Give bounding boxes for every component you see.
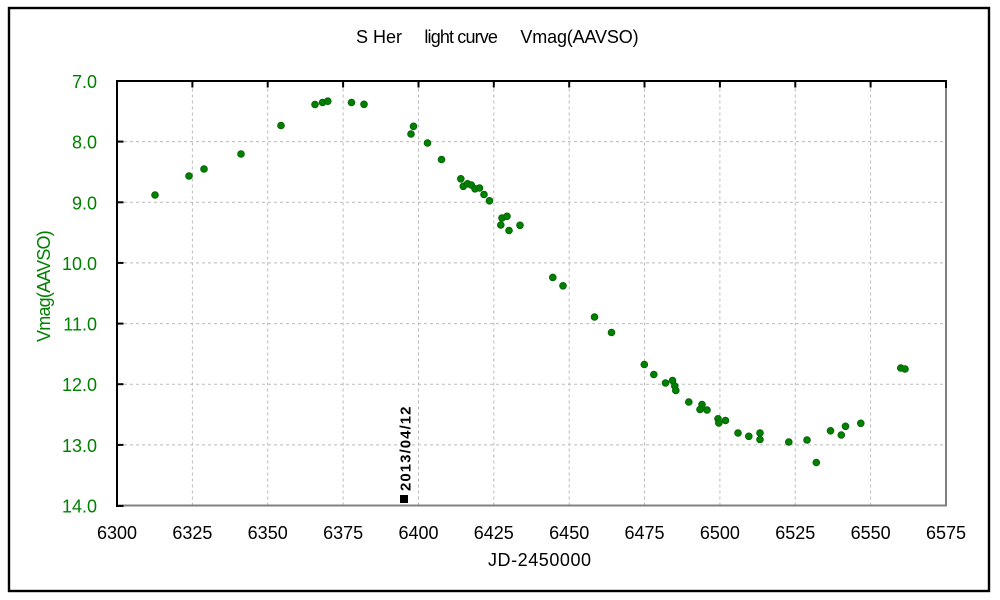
svg-text:6500: 6500 [700,523,740,543]
svg-text:6475: 6475 [624,523,664,543]
svg-text:6325: 6325 [172,523,212,543]
svg-text:8.0: 8.0 [72,133,97,153]
svg-text:10.0: 10.0 [62,254,97,274]
svg-text:6450: 6450 [549,523,589,543]
svg-text:9.0: 9.0 [72,193,97,213]
svg-text:Vmag(AAVSO): Vmag(AAVSO) [34,231,54,342]
svg-text:11.0: 11.0 [63,315,97,335]
svg-text:6525: 6525 [775,523,815,543]
svg-text:2013/04/12: 2013/04/12 [398,405,415,491]
svg-text:6575: 6575 [926,523,966,543]
svg-text:Vmag(AAVSO): Vmag(AAVSO) [520,27,638,47]
svg-text:13.0: 13.0 [62,436,97,456]
svg-text:7.0: 7.0 [72,72,97,92]
svg-text:light curve: light curve [424,27,498,47]
svg-text:14.0: 14.0 [62,497,97,517]
svg-text:6350: 6350 [248,523,288,543]
svg-text:6375: 6375 [323,523,363,543]
svg-text:S Her: S Her [356,27,402,47]
svg-text:6300: 6300 [97,523,137,543]
svg-text:6425: 6425 [474,523,514,543]
svg-text:6400: 6400 [398,523,438,543]
svg-text:6550: 6550 [851,523,891,543]
svg-text:12.0: 12.0 [62,375,97,395]
svg-text:JD-2450000: JD-2450000 [488,550,592,570]
